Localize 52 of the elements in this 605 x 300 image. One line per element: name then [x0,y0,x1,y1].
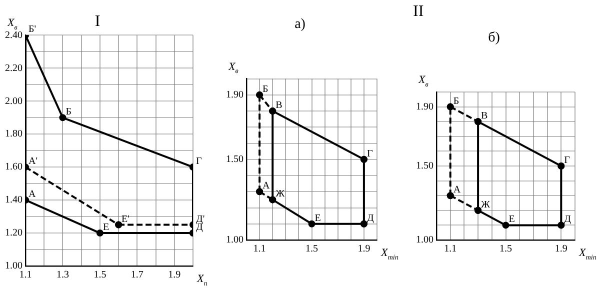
annotation: Г [366,148,373,160]
annotation: В [481,110,488,122]
y-tick-label: 1.50 [416,160,434,172]
annotation: Е [314,212,321,224]
chart-subtitle: а) [294,17,306,32]
x-tick-label: 1.3 [56,270,69,281]
x-tick-label: 1.1 [253,244,266,255]
y-tick-label: 2.20 [5,62,22,74]
annotation: Е [508,214,515,226]
x-tick-label: 1.1 [444,244,457,255]
y-tick-label: 1.40 [5,194,22,206]
y-tick-label: 2.00 [5,96,22,107]
y-tick-label: 1.80 [5,128,22,140]
annotation: Б [66,106,72,118]
chart-title: I [94,12,100,30]
annotation: А [28,189,36,200]
annotation: А [262,180,271,192]
annotation: Д [196,222,203,234]
annotation: А' [28,156,38,168]
annotation: Ж [481,199,490,210]
x-tick-label: 1.9 [358,244,370,255]
y-tick-label: 2.40 [5,30,22,41]
x-tick-label: 1.9 [168,270,181,281]
annotation: Б [453,96,460,107]
y-tick-label: 1.90 [416,101,434,112]
y-tick-label: 1.00 [416,234,434,246]
annotation: Ж [276,188,285,200]
x-tick-label: 1.1 [19,270,32,281]
annotation: Д [366,212,374,224]
chart-title: II [413,2,424,20]
annotation: Е [102,222,110,234]
annotation: Г [564,155,570,166]
y-tick-label: 1.90 [226,90,244,101]
y-tick-label: 1.00 [5,260,22,272]
annotation: Д [564,214,572,226]
annotation: Г [196,156,202,168]
annotation: Е' [122,214,130,225]
y-tick-label: 1.00 [226,234,244,246]
x-tick-label: 1.5 [500,244,512,255]
annotation: Б [262,84,269,95]
y-tick-label: 1.20 [5,228,22,239]
x-tick-label: 1.9 [554,244,568,255]
x-tick-label: 1.5 [94,270,106,281]
annotation: А [453,184,462,196]
y-tick-label: 1.60 [5,162,22,173]
chart-subtitle: б) [488,30,500,46]
y-tick-label: 1.50 [226,154,244,166]
annotation: В [276,100,283,112]
annotation: Б' [28,24,36,36]
x-tick-label: 1.5 [306,244,318,255]
x-tick-label: 1.7 [130,270,144,281]
annotation: Д' [196,214,205,225]
